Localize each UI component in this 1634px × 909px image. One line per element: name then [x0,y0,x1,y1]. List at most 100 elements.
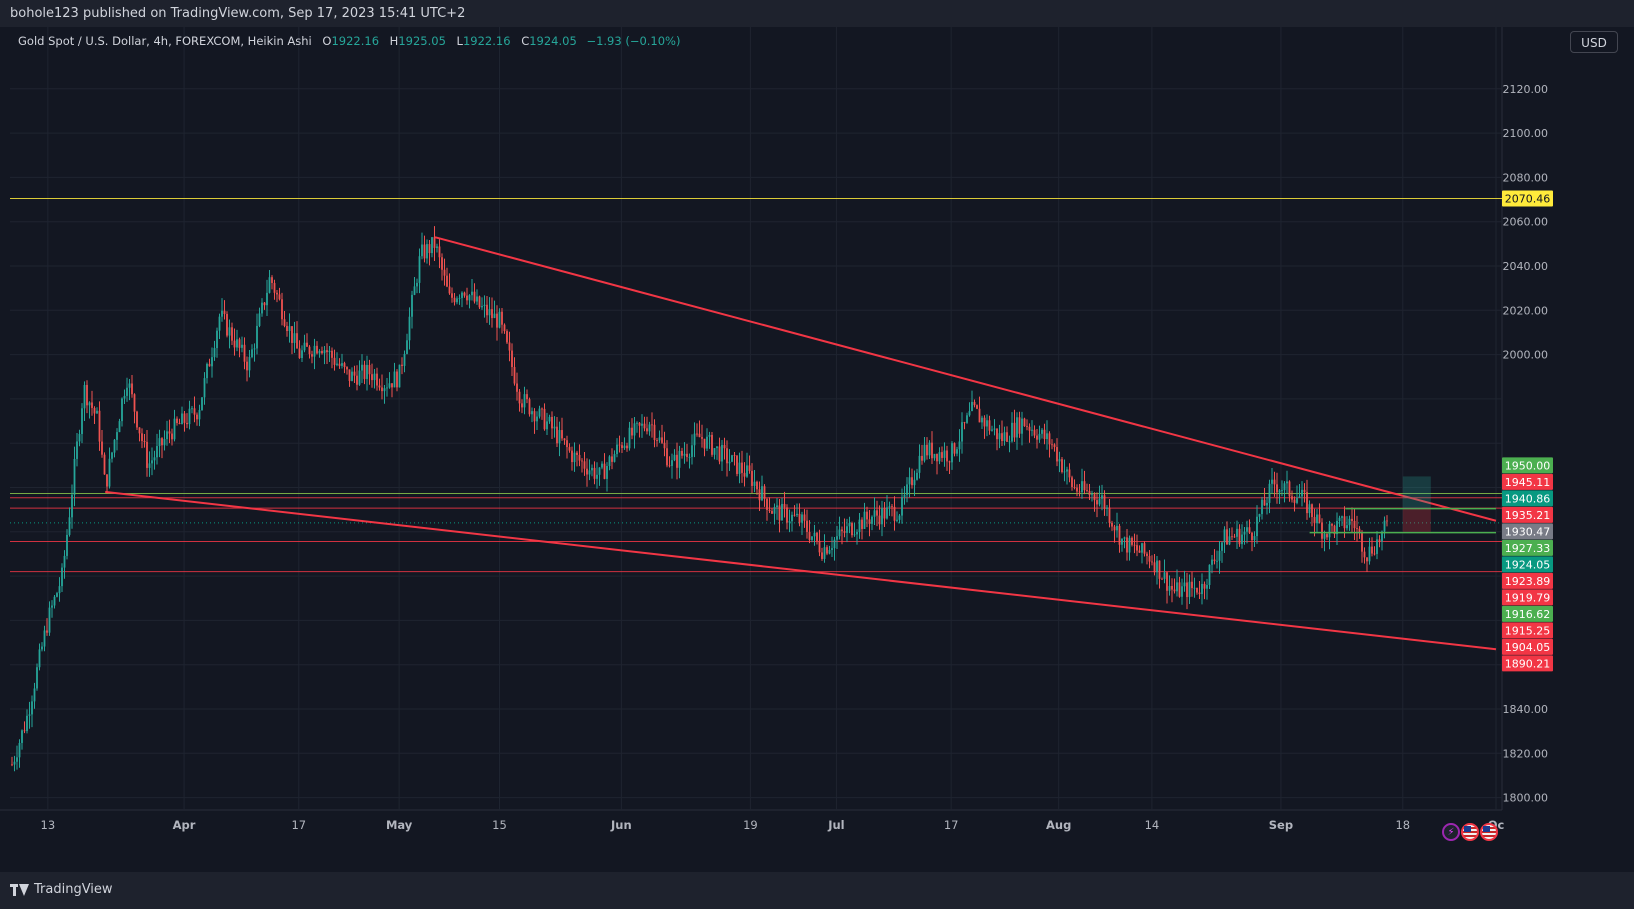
candle-body [903,494,906,498]
candle-body [263,302,266,306]
currency-button[interactable]: USD [1570,31,1618,53]
candle-body [313,345,316,357]
candle-body [341,363,343,366]
candle-body [401,364,403,366]
candle-body [1088,490,1091,496]
candle-body [668,465,671,467]
candle-body [563,438,566,441]
candle-body [136,411,138,428]
candle-body [1138,550,1141,553]
tradingview-logo: TradingView [10,882,113,897]
candle-body [533,411,536,422]
candle-body [183,413,186,423]
candle-body [536,416,538,422]
price-label: 1923.89 [1505,575,1551,588]
candle-body [618,444,621,446]
candle-body [413,286,416,295]
candle-body [558,430,561,444]
x-tick-label: Jul [827,818,844,832]
event-icons: ⚡ [1442,823,1498,841]
candle-body [1053,444,1056,448]
change-value: −1.93 (−0.10%) [586,34,681,48]
candle-body [978,408,981,423]
candle-body [286,325,288,332]
candle-body [1143,543,1146,554]
y-tick-label: 1840.00 [1503,703,1549,716]
candle-body [461,292,463,298]
candle-body [126,387,128,396]
candle-body [1258,514,1261,517]
candle-body [288,326,291,332]
candle-body [951,443,953,463]
candle-body [368,364,371,375]
candle-body [723,444,726,449]
candle-body [661,437,663,443]
candle-body [408,316,411,341]
candle-body [513,367,516,384]
candle-body [838,529,841,537]
candle-body [418,256,421,283]
candle-body [571,450,573,463]
candle-body [926,444,928,456]
candle-body [1183,582,1186,587]
candle-body [1198,592,1201,595]
price-chart[interactable]: 1800.001820.001840.001860.002000.002020.… [0,27,1634,872]
candle-body [1156,560,1158,573]
candle-body [83,384,86,409]
candle-body [43,630,46,647]
candle-body [606,465,608,479]
candle-body [823,547,826,559]
price-label-box [1502,572,1553,589]
candle-body [678,450,681,468]
candle-body [1193,587,1196,589]
candle-body [591,467,593,471]
candle-body [1186,582,1188,598]
candle-body [708,434,711,437]
candle-body [168,431,171,434]
candle-body [433,237,436,248]
candle-body [1013,422,1016,438]
candle-body [446,275,448,287]
candle-body [1266,502,1268,506]
candle-body [36,667,38,689]
candle-body [73,458,76,495]
us-flag-icon-2[interactable] [1480,823,1498,841]
low-label: L [456,34,463,48]
candle-body [471,291,473,296]
candle-body [261,302,263,314]
high-value: 1925.05 [398,34,446,48]
candle-body [26,715,28,732]
candles [11,226,1388,772]
us-flag-icon[interactable] [1461,823,1479,841]
candle-body [593,467,596,479]
candle-body [478,296,481,308]
y-tick-label: 2000.00 [1503,349,1549,362]
candle-body [1173,589,1176,592]
candle-body [811,536,813,540]
candle-body [1223,529,1226,543]
y-tick-label: 1800.00 [1503,792,1549,805]
x-tick-label: 14 [1145,818,1160,832]
candle-body [56,593,58,597]
candle-body [1113,526,1116,531]
candle-body [243,344,246,362]
price-label-box [1502,523,1553,540]
candle-body [1141,543,1143,553]
candle-body [821,552,823,559]
candle-body [656,440,658,441]
candle-body [948,461,951,463]
candle-body [61,567,63,587]
candle-body [101,441,103,455]
candle-body [883,508,886,519]
candle-body [673,454,676,461]
candle-body [568,447,571,451]
candle-body [1271,479,1273,484]
candle-body [133,394,136,412]
candle-body [1308,504,1311,514]
candle-body [453,297,456,303]
candle-body [596,474,598,479]
lightning-icon[interactable]: ⚡ [1442,823,1460,841]
candle-body [1153,562,1156,573]
candle-body [1031,429,1033,431]
candle-body [1371,546,1373,554]
